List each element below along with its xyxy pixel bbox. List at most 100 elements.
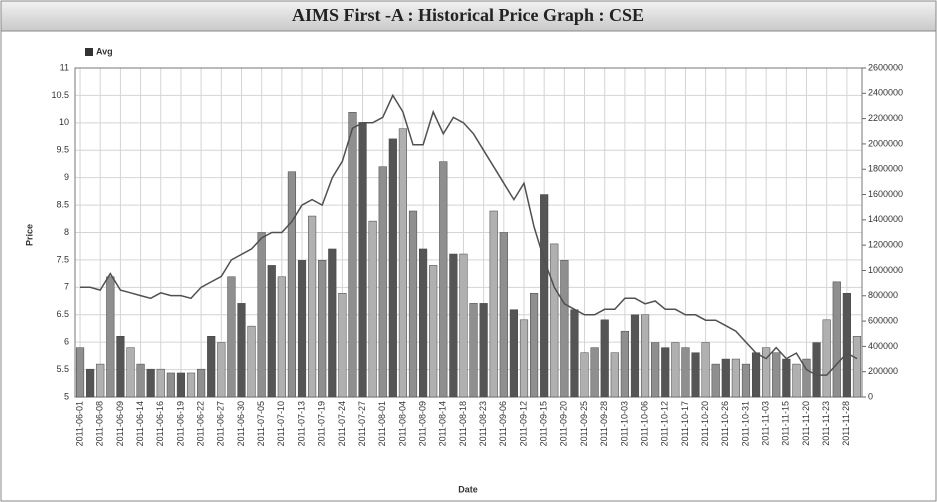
y-tick-label: 5.5 — [56, 364, 69, 374]
bar — [348, 112, 357, 398]
x-tick-label: 2011-07-27 — [357, 401, 367, 446]
bar — [509, 309, 518, 398]
bar — [136, 363, 145, 398]
y2-tick-label: 800000 — [868, 290, 898, 300]
x-tick-label: 2011-10-17 — [680, 401, 690, 446]
x-tick-label: 2011-09-12 — [518, 401, 528, 446]
bar — [852, 336, 862, 398]
bar — [600, 319, 609, 398]
x-tick-label: 2011-10-31 — [740, 401, 750, 446]
bar — [661, 347, 670, 398]
bar — [207, 336, 216, 398]
bar — [378, 166, 387, 398]
bar — [106, 276, 115, 398]
x-tick-label: 2011-06-30 — [236, 401, 246, 446]
y2-tick-label: 0 — [868, 391, 873, 401]
x-tick-label: 2011-06-22 — [195, 401, 205, 446]
bar — [297, 260, 307, 398]
x-tick-label: 2011-11-03 — [761, 401, 771, 446]
bar — [96, 363, 105, 398]
bar — [217, 342, 226, 398]
y-tick-label: 9.5 — [56, 145, 69, 155]
y2-tick-label: 1200000 — [868, 240, 903, 250]
bar — [701, 342, 710, 398]
bar — [358, 122, 367, 398]
bar — [681, 347, 690, 398]
x-tick-label: 2011-08-14 — [438, 401, 448, 446]
bar — [75, 347, 85, 398]
x-tick-label: 2011-06-14 — [135, 401, 145, 446]
bar — [651, 342, 660, 398]
x-tick-label: 2011-06-09 — [115, 401, 125, 446]
bar — [338, 292, 347, 398]
bar — [822, 319, 831, 398]
y-axis-label: Price — [24, 224, 34, 246]
y2-tick-label: 2600000 — [868, 62, 903, 72]
bar — [560, 260, 569, 398]
bar — [328, 248, 337, 398]
x-tick-label: 2011-06-01 — [74, 401, 84, 446]
x-tick-label: 2011-09-28 — [599, 401, 609, 446]
y-tick-label: 8.5 — [56, 199, 69, 209]
bar — [166, 372, 175, 398]
legend-swatch — [85, 48, 93, 56]
bar — [540, 194, 549, 398]
x-tick-label: 2011-09-06 — [498, 401, 508, 446]
bar — [126, 347, 135, 398]
x-tick-label: 2011-07-19 — [317, 401, 327, 446]
bar — [267, 265, 276, 398]
bar — [429, 265, 438, 398]
bar — [308, 215, 317, 398]
x-tick-label: 2011-11-20 — [801, 401, 811, 446]
x-tick-label: 2011-08-09 — [417, 401, 427, 446]
bar — [751, 352, 761, 398]
x-tick-label: 2011-07-13 — [296, 401, 306, 446]
x-tick-label: 2011-10-03 — [619, 401, 629, 446]
bar — [691, 352, 700, 398]
bar — [782, 358, 791, 398]
y2-tick-label: 2200000 — [868, 113, 903, 123]
x-tick-label: 2011-10-20 — [700, 401, 710, 446]
bar — [479, 303, 488, 398]
bar — [711, 363, 720, 398]
bar — [459, 253, 468, 398]
y-tick-label: 7 — [64, 282, 69, 292]
x-tick-label: 2011-10-26 — [720, 401, 730, 446]
bar — [247, 325, 256, 398]
bar — [197, 368, 206, 398]
x-tick-label: 2011-06-19 — [175, 401, 185, 446]
x-axis-label: Date — [458, 484, 478, 494]
bar — [176, 372, 186, 398]
bar — [186, 372, 196, 398]
x-tick-label: 2011-08-01 — [377, 401, 387, 446]
x-tick-label: 2011-11-15 — [781, 401, 791, 446]
bar — [499, 232, 508, 398]
bar — [469, 303, 478, 398]
y-tick-label: 7.5 — [56, 254, 69, 264]
bar — [550, 243, 559, 398]
bar — [812, 342, 821, 398]
bar — [146, 368, 155, 398]
bar — [408, 210, 418, 398]
bar — [580, 352, 589, 398]
y2-tick-label: 1600000 — [868, 189, 903, 199]
bar — [489, 210, 498, 398]
title-bar — [0, 0, 937, 32]
bar — [287, 171, 297, 398]
bar — [257, 232, 266, 398]
bar — [792, 363, 801, 398]
y2-tick-label: 200000 — [868, 366, 898, 376]
x-tick-label: 2011-08-23 — [478, 401, 488, 446]
x-tick-label: 2011-09-25 — [579, 401, 589, 446]
bar — [630, 314, 640, 398]
bar — [731, 358, 740, 398]
x-tick-label: 2011-10-12 — [660, 401, 670, 446]
bar — [741, 363, 751, 398]
x-tick-label: 2011-06-27 — [216, 401, 226, 446]
y2-tick-label: 1400000 — [868, 214, 903, 224]
y2-tick-label: 400000 — [868, 341, 898, 351]
y-tick-label: 6.5 — [56, 309, 69, 319]
bar — [227, 276, 236, 398]
